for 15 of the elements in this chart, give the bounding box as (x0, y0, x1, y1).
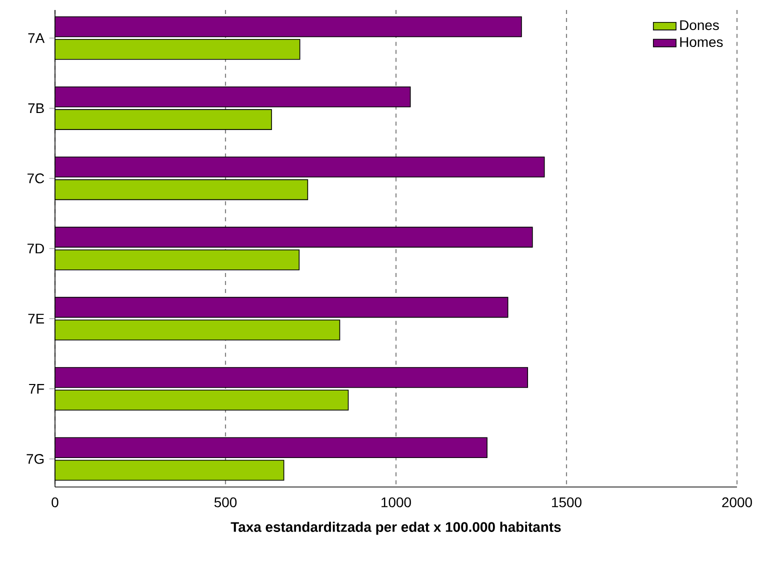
y-tick-label: 7B (28, 103, 44, 114)
x-axis-title: Taxa estandarditzada per edat x 100.000 habitants (230, 522, 561, 535)
legend-label: Dones (680, 20, 719, 30)
legend-label: Homes (680, 37, 723, 48)
x-tick-label: 0 (52, 497, 58, 508)
y-tick-label: 7C (28, 173, 44, 184)
y-tick-label: 7E (28, 314, 44, 324)
y-tick-label: 7A (28, 33, 45, 43)
y-tick-label: 7F (29, 384, 44, 394)
y-tick-label: 7G (26, 454, 44, 464)
x-tick-label: 500 (214, 497, 237, 508)
x-tick-label: 1500 (552, 497, 582, 508)
x-tick-label: 1000 (382, 497, 411, 508)
x-tick-label: 2000 (722, 497, 752, 508)
y-tick-label: 7D (28, 244, 44, 254)
